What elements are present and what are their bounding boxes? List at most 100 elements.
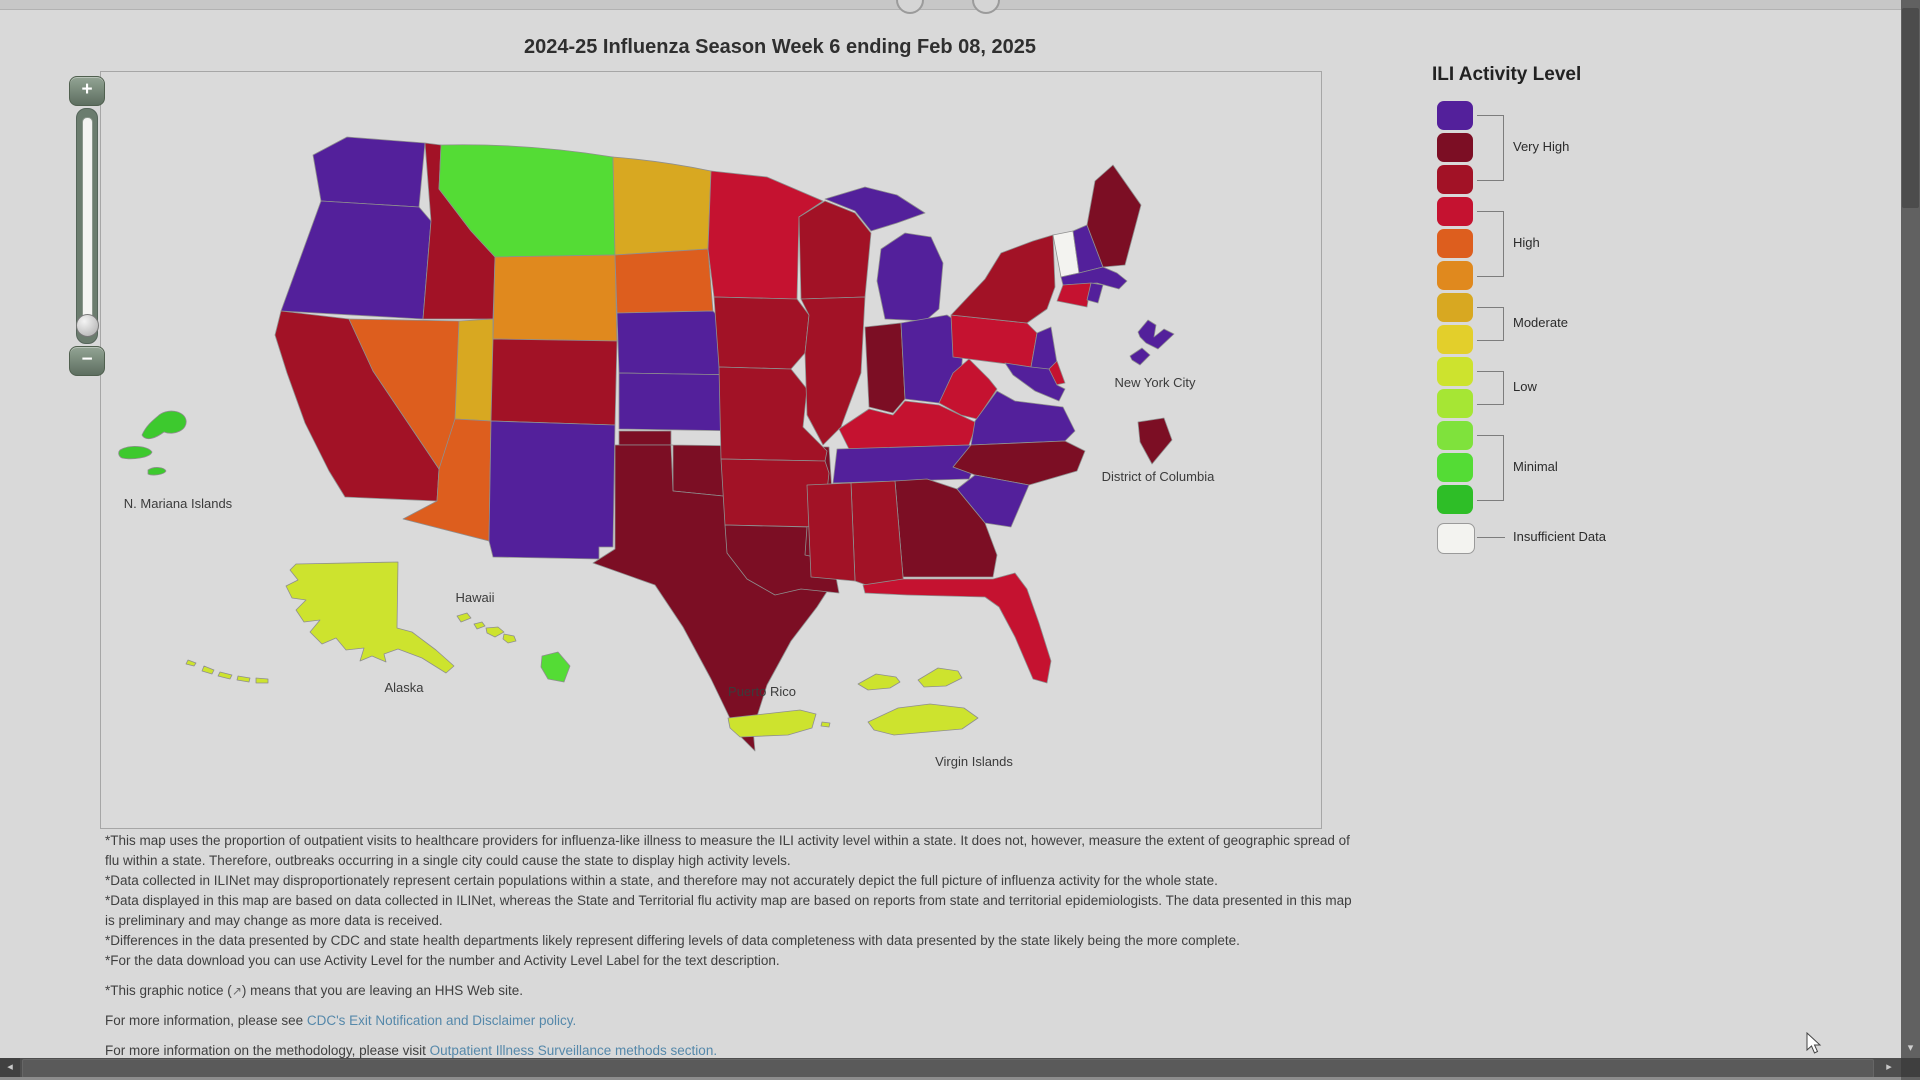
territories	[118, 319, 1175, 738]
legend-swatch	[1437, 421, 1473, 450]
scroll-down-button[interactable]: ▾	[1907, 1042, 1914, 1054]
state-michigan-up[interactable]	[824, 186, 926, 232]
state-connecticut[interactable]	[1056, 282, 1092, 308]
horizontal-scroll-thumb[interactable]	[22, 1059, 1874, 1078]
legend-swatch	[1437, 101, 1473, 130]
state-new-york[interactable]	[950, 234, 1056, 324]
legend-swatch	[1437, 325, 1473, 354]
state-georgia[interactable]	[894, 478, 998, 578]
state-indiana[interactable]	[864, 322, 906, 414]
footnote: *Differences in the data presented by CD…	[105, 933, 1240, 948]
zoom-slider-thumb[interactable]	[76, 314, 99, 337]
alaska-aleutian-islands[interactable]	[185, 659, 269, 684]
methods-section-link[interactable]: Outpatient Illness Surveillance methods …	[429, 1043, 718, 1058]
graphic-notice-text: ) means that you are leaving an HHS Web …	[241, 983, 524, 998]
legend-swatch	[1437, 523, 1475, 554]
window-knob-icon[interactable]	[896, 0, 924, 14]
label-new-york-city: New York City	[1115, 375, 1196, 390]
state-new-mexico[interactable]	[488, 420, 616, 560]
state-hawaii-islands[interactable]	[456, 612, 517, 644]
scroll-right-button[interactable]: ▸	[1877, 1058, 1901, 1077]
legend-title: ILI Activity Level	[1432, 64, 1582, 85]
geography-district-of-columbia[interactable]	[1137, 417, 1173, 465]
legend-swatch	[1437, 133, 1473, 162]
state-illinois[interactable]	[800, 296, 866, 446]
top-chrome-strip	[0, 0, 1920, 10]
mouse-cursor	[1806, 1032, 1822, 1054]
state-iowa[interactable]	[713, 296, 810, 370]
legend-swatch	[1437, 165, 1473, 194]
info-line: For more information on the methodology,…	[105, 1041, 1355, 1061]
legend-swatch	[1437, 229, 1473, 258]
zoom-out-button[interactable]: −	[69, 346, 105, 376]
territory-virgin-islands[interactable]	[857, 667, 979, 736]
label-virgin-islands: Virgin Islands	[935, 754, 1013, 769]
legend-bracket	[1477, 307, 1504, 341]
legend-bracket	[1477, 211, 1504, 277]
state-utah[interactable]	[454, 318, 494, 422]
vertical-scrollbar[interactable]: ▾	[1901, 0, 1920, 1080]
footnote: *Data collected in ILINet may disproport…	[105, 873, 1218, 888]
footnote: *This map uses the proportion of outpati…	[105, 833, 1350, 868]
legend-swatch	[1437, 453, 1473, 482]
legend-bracket	[1477, 537, 1505, 538]
state-mississippi[interactable]	[806, 482, 856, 582]
legend-swatch	[1437, 197, 1473, 226]
label-puerto-rico: Puerto Rico	[728, 684, 796, 699]
state-north-carolina[interactable]	[952, 440, 1086, 486]
legend-group-label: High	[1513, 235, 1540, 250]
info-line: For more information, please see CDC's E…	[105, 1011, 1355, 1031]
legend-swatch	[1437, 357, 1473, 386]
state-alaska[interactable]	[285, 561, 455, 674]
state-wyoming[interactable]	[492, 254, 618, 342]
state-west-virginia[interactable]	[938, 358, 998, 420]
horizontal-scrollbar[interactable]: ◂ ▸	[0, 1058, 1901, 1078]
map-labels: N. Mariana Islands Hawaii Alaska Puerto …	[124, 375, 1215, 769]
legend-group-label: Low	[1513, 379, 1537, 394]
window-knob-icon[interactable]	[972, 0, 1000, 14]
legend-group-label: Moderate	[1513, 315, 1568, 330]
state-maryland[interactable]	[1004, 362, 1066, 402]
legend-swatch	[1437, 293, 1473, 322]
footnote: *For the data download you can use Activ…	[105, 953, 780, 968]
exit-disclaimer-link[interactable]: CDC's Exit Notification and Disclaimer p…	[306, 1013, 577, 1028]
zoom-in-button[interactable]: +	[69, 76, 105, 106]
vertical-scroll-thumb[interactable]	[1902, 8, 1919, 208]
legend-swatch	[1437, 389, 1473, 418]
map-zoom-control: + −	[66, 72, 106, 378]
state-minnesota[interactable]	[707, 170, 824, 300]
label-n-mariana-islands: N. Mariana Islands	[124, 496, 233, 511]
footnote: *Data displayed in this map are based on…	[105, 893, 1352, 928]
state-oregon[interactable]	[280, 200, 432, 320]
territory-n-mariana-islands[interactable]	[118, 410, 187, 476]
label-alaska: Alaska	[384, 680, 424, 695]
legend-bracket	[1477, 435, 1504, 501]
state-north-dakota[interactable]	[612, 156, 712, 256]
external-link-icon: ↗	[231, 984, 242, 998]
bottom-edge-strip	[0, 1077, 1920, 1080]
state-florida[interactable]	[862, 572, 1052, 684]
footnotes: *This map uses the proportion of outpati…	[105, 831, 1355, 1061]
legend: Very High High Moderate Low Minimal Insuffici…	[1437, 101, 1677, 571]
legend-swatch	[1437, 485, 1473, 514]
legend-bracket	[1477, 115, 1504, 181]
zoom-slider-track[interactable]	[76, 108, 99, 344]
state-michigan[interactable]	[876, 232, 944, 322]
state-colorado[interactable]	[490, 338, 618, 426]
geography-new-york-city[interactable]	[1129, 319, 1175, 366]
graphic-notice-text: *This graphic notice (	[105, 983, 232, 998]
state-south-dakota[interactable]	[614, 248, 714, 314]
info-text: For more information, please see	[105, 1013, 307, 1028]
us-choropleth-map: N. Mariana Islands Hawaii Alaska Puerto …	[118, 136, 1215, 769]
label-hawaii: Hawaii	[455, 590, 494, 605]
state-rhode-island[interactable]	[1086, 282, 1104, 304]
state-hawaii-big-island[interactable]	[540, 651, 571, 683]
legend-swatch	[1437, 261, 1473, 290]
legend-group-label: Very High	[1513, 139, 1570, 154]
footnote-graphic-notice: *This graphic notice (↗) means that you …	[105, 981, 1355, 1001]
state-louisiana[interactable]	[724, 524, 840, 596]
scroll-left-button[interactable]: ◂	[0, 1058, 20, 1077]
state-washington[interactable]	[312, 136, 426, 208]
info-text: For more information on the methodology,…	[105, 1043, 430, 1058]
territory-puerto-rico[interactable]	[727, 709, 831, 738]
